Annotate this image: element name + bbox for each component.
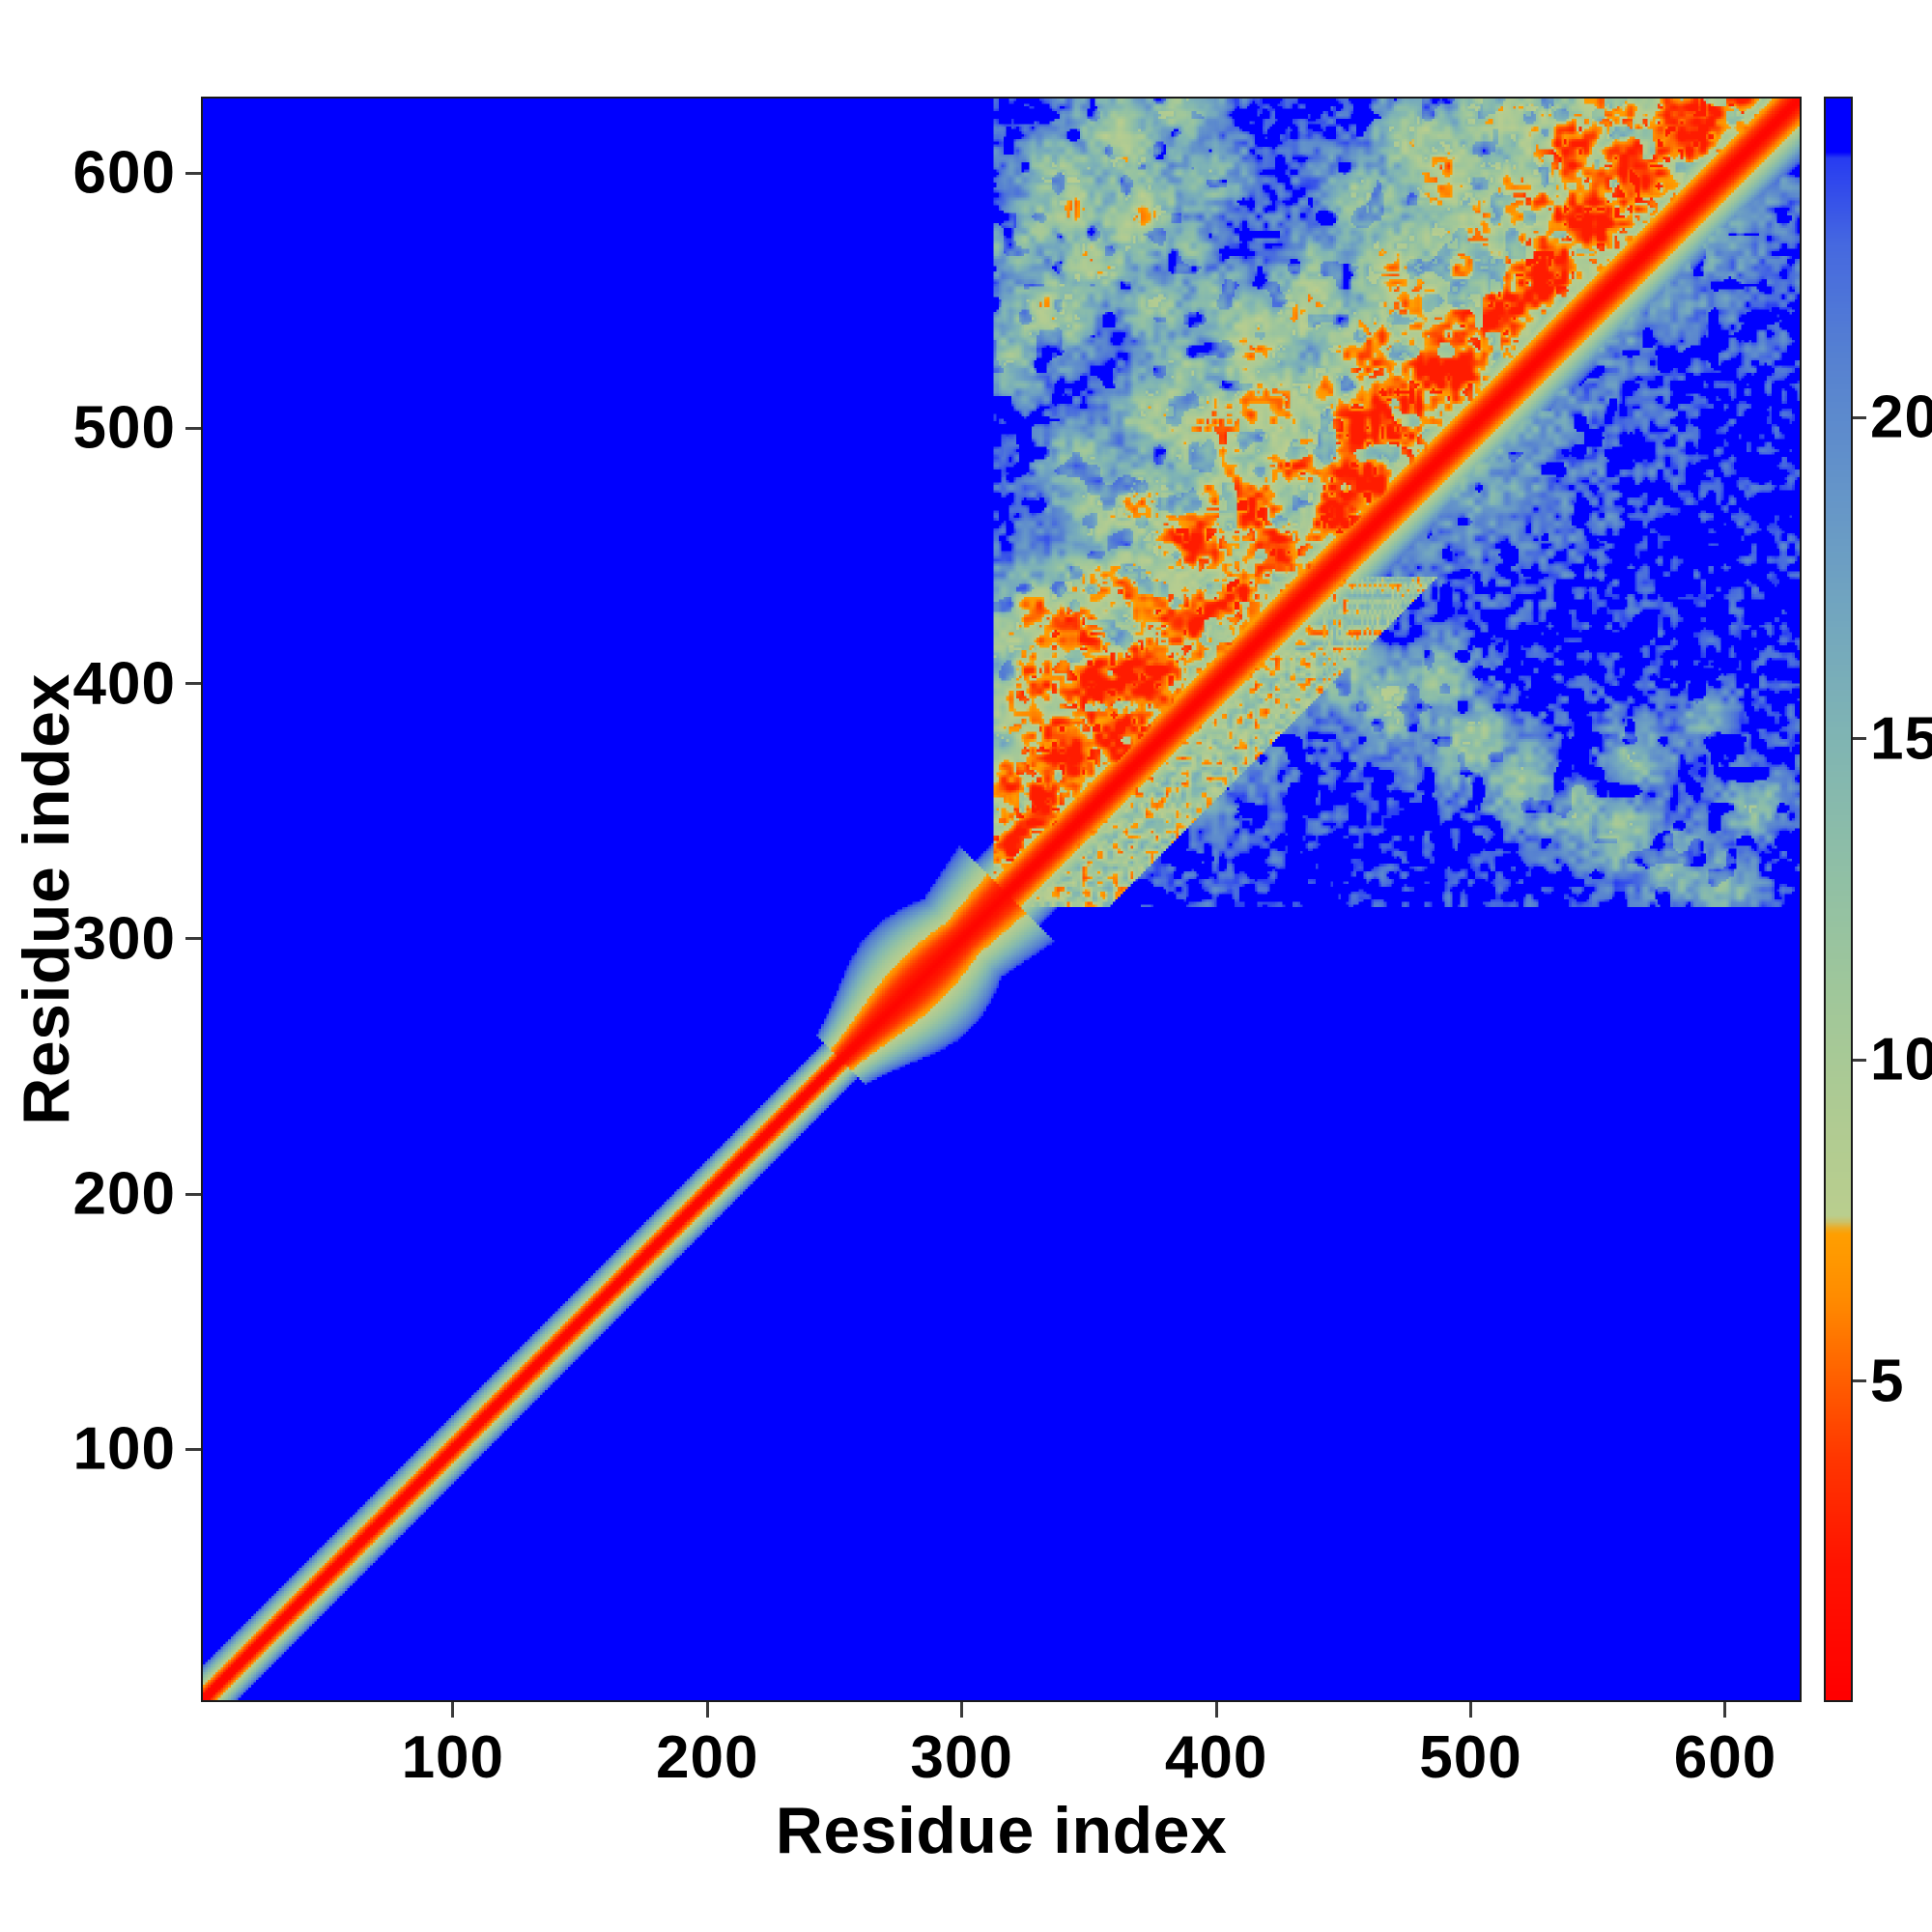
y-tick-label: 100 xyxy=(72,1415,176,1483)
y-tick-mark xyxy=(185,682,201,686)
x-tick-mark xyxy=(705,1702,709,1718)
y-tick-label: 400 xyxy=(72,650,176,718)
x-tick-label: 400 xyxy=(1164,1724,1268,1791)
x-tick-label: 500 xyxy=(1419,1724,1522,1791)
colorbar-tick-mark xyxy=(1853,415,1866,419)
colorbar-tick-label: 20 xyxy=(1870,384,1932,451)
x-tick-mark xyxy=(1214,1702,1218,1718)
colorbar-gradient xyxy=(1824,97,1853,1702)
x-tick-mark xyxy=(451,1702,455,1718)
heatmap-plot-area xyxy=(201,97,1802,1702)
colorbar-tick-mark xyxy=(1853,1058,1866,1062)
y-axis-label: Residue index xyxy=(10,673,83,1125)
colorbar: 5 10 15 20 xyxy=(1824,97,1932,1702)
colorbar-tick-label: 10 xyxy=(1870,1026,1932,1094)
y-tick-mark xyxy=(185,171,201,175)
x-tick-label: 600 xyxy=(1673,1724,1777,1791)
x-tick-label: 100 xyxy=(401,1724,505,1791)
y-tick-mark xyxy=(185,426,201,430)
colorbar-tick-label: 15 xyxy=(1870,705,1932,773)
distance-matrix-canvas xyxy=(203,99,1800,1700)
y-tick-label: 500 xyxy=(72,394,176,462)
colorbar-tick-mark xyxy=(1853,737,1866,741)
y-tick-mark xyxy=(185,937,201,941)
y-tick-mark xyxy=(185,1447,201,1451)
y-tick-mark xyxy=(185,1192,201,1196)
colorbar-tick-mark xyxy=(1853,1379,1866,1383)
y-tick-label: 200 xyxy=(72,1160,176,1228)
y-tick-label: 600 xyxy=(72,139,176,207)
colorbar-tick-label: 5 xyxy=(1870,1348,1905,1415)
x-tick-label: 300 xyxy=(910,1724,1013,1791)
y-tick-label: 300 xyxy=(72,905,176,973)
x-axis-label: Residue index xyxy=(775,1794,1228,1867)
x-tick-mark xyxy=(1723,1702,1727,1718)
x-tick-mark xyxy=(960,1702,964,1718)
x-tick-label: 200 xyxy=(655,1724,759,1791)
x-tick-mark xyxy=(1469,1702,1473,1718)
